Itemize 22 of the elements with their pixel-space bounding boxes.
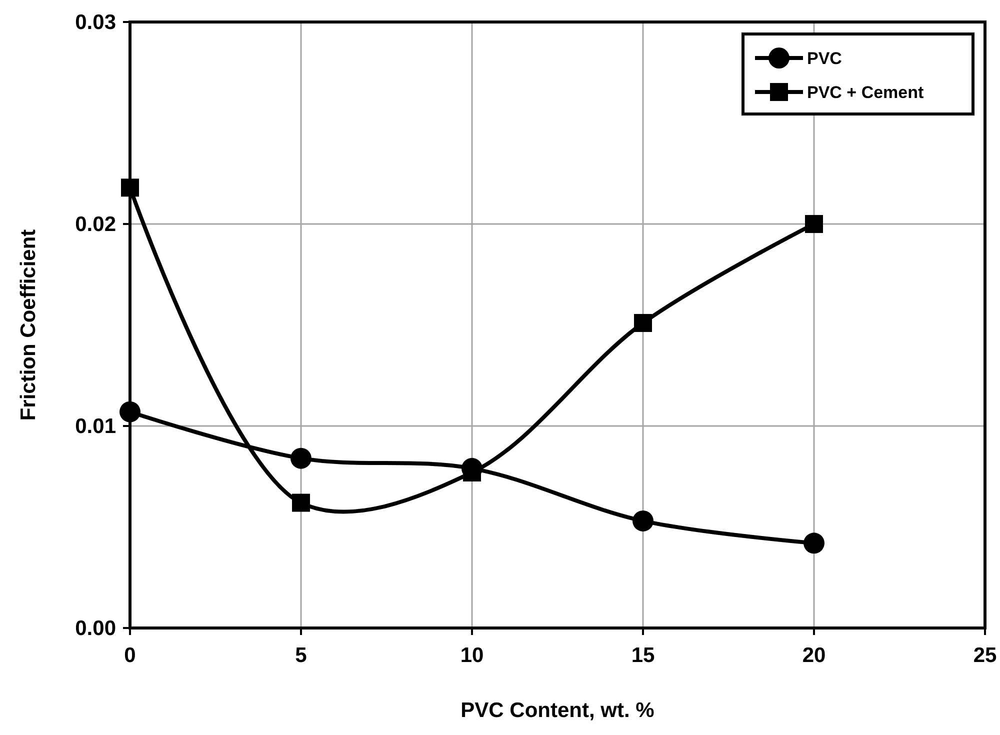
point	[804, 532, 824, 554]
point	[634, 314, 652, 332]
x-tick-label: 15	[631, 644, 655, 667]
y-tick-label: 0.00	[75, 617, 116, 640]
point	[632, 510, 654, 532]
x-axis-title: PVC Content, wt. %	[460, 699, 655, 722]
x-tick-label: 10	[460, 644, 484, 667]
x-tick-label: 20	[802, 644, 826, 667]
x-tick-label: 5	[295, 644, 308, 667]
y-tick-label: 0.02	[75, 213, 116, 236]
point	[290, 448, 312, 469]
legend-label: PVC + Cement	[807, 83, 924, 102]
y-axis-title: Friction Coefficient	[17, 229, 40, 421]
point	[805, 215, 823, 233]
point	[120, 401, 140, 422]
y-tick-label: 0.01	[75, 415, 116, 438]
point	[121, 178, 139, 197]
legend-label: PVC	[807, 49, 842, 68]
point	[292, 494, 310, 512]
y-tick-label: 0.03	[75, 11, 116, 34]
x-tick-label: 0	[124, 644, 136, 667]
x-tick-label: 25	[973, 644, 997, 667]
